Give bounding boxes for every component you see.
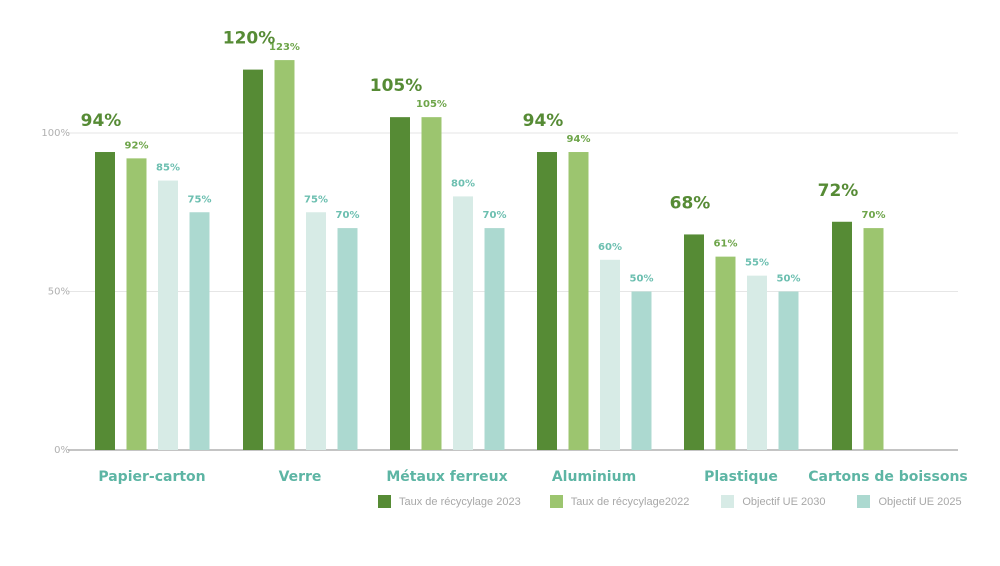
bar [189,212,210,450]
data-label: 70% [336,210,360,221]
bar [126,158,147,451]
legend-swatch [857,495,871,508]
bar [568,152,589,450]
data-label: 50% [777,274,801,285]
bar [390,117,410,451]
bar [421,117,442,451]
legend-swatch [549,495,563,508]
chart-legend: Taux de récycylage 2023 Taux de récycyla… [378,495,962,508]
legend-swatch [378,495,391,508]
bar [95,152,115,450]
data-label: 75% [188,194,212,205]
data-label: 85% [156,163,180,174]
bar [631,291,652,450]
data-label: 75% [304,194,328,205]
data-label: 80% [451,178,475,189]
data-label: 60% [598,242,622,253]
data-label: 94% [567,134,591,145]
bar [484,228,505,450]
bar [778,291,799,450]
bar [537,152,557,450]
data-label: 68% [670,193,711,213]
data-label: 70% [862,210,886,221]
bar [863,228,884,450]
data-label: 105% [416,99,447,110]
legend-item-ue-2025: Objectif UE 2025 [857,495,962,508]
data-label: 61% [714,239,738,250]
y-tick-label: 100% [41,128,70,139]
bar [832,221,852,450]
category-label: Verre [279,469,322,485]
data-label: 50% [630,274,654,285]
bar [243,69,263,450]
legend-label: Taux de récycylage 2023 [399,495,521,508]
data-label: 94% [523,111,564,131]
data-label: 123% [269,42,300,53]
category-label: Papier-carton [98,469,205,485]
category-label: Plastique [704,469,778,485]
data-label: 55% [745,258,769,269]
data-label: 120% [223,29,276,49]
bar [337,228,358,450]
legend-label: Objectif UE 2025 [878,495,962,508]
data-label: 94% [81,111,122,131]
legend-label: Taux de récycylage2022 [570,495,690,508]
data-label: 92% [125,140,149,151]
category-label: Aluminium [552,469,636,485]
data-label: 72% [818,181,859,201]
legend-swatch [721,495,735,508]
legend-label: Objectif UE 2030 [742,495,826,508]
bar [747,275,767,450]
legend-item-2023: Taux de récycylage 2023 [378,495,521,508]
bar [684,234,704,450]
legend-item-2022: Taux de récycylage2022 [549,495,690,508]
bar [600,259,620,450]
legend-item-ue-2030: Objectif UE 2030 [721,495,825,508]
y-tick-label: 0% [54,445,70,456]
bar [306,212,326,450]
bar [715,256,736,450]
data-label: 70% [483,210,507,221]
bar [274,60,295,451]
bar [158,180,178,451]
category-label: Métaux ferreux [386,469,507,485]
data-label: 105% [370,76,423,96]
category-label: Cartons de boissons [808,469,968,485]
y-tick-label: 50% [48,287,70,298]
bar [453,196,473,450]
